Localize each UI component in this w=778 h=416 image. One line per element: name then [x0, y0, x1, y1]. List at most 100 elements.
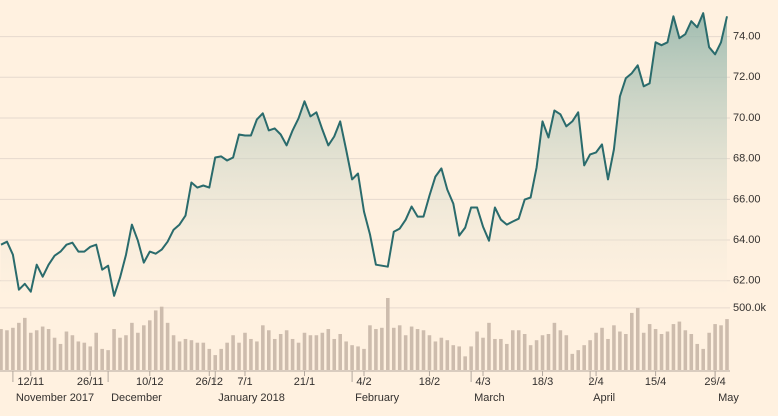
volume-bar	[177, 341, 182, 370]
volume-bar	[659, 334, 664, 370]
volume-bar	[391, 327, 396, 370]
volume-bar	[34, 330, 39, 370]
volume-bar	[635, 307, 640, 370]
price-line	[0, 12, 728, 297]
y-tick-label: 70.00	[733, 112, 761, 124]
volume-bar	[647, 324, 652, 370]
volume-bar	[76, 341, 81, 370]
volume-bar	[445, 340, 450, 370]
volume-bar	[510, 330, 515, 370]
volume-bar	[11, 327, 15, 370]
volume-bar	[695, 343, 700, 370]
volume-bar	[427, 335, 432, 370]
x-tick-label: 26/12	[196, 376, 224, 388]
volume-bar	[296, 342, 301, 370]
volume-bar	[576, 350, 581, 370]
month-label: January 2018	[218, 392, 285, 404]
volume-bar	[552, 322, 557, 370]
volume-bar	[415, 329, 420, 370]
month-label: March	[474, 392, 505, 404]
volume-bar	[600, 327, 604, 370]
volume-bar	[225, 342, 229, 370]
volume-bar	[546, 334, 551, 370]
y2-tick-label: 500.0k	[733, 302, 767, 314]
volume-bar	[487, 322, 491, 370]
area-fill	[1, 13, 727, 297]
volume-bar	[165, 322, 170, 370]
x-tick-label: 26/11	[77, 376, 104, 388]
volume-bar	[255, 341, 259, 370]
volume-bar	[17, 322, 21, 370]
volume-bar	[356, 346, 360, 370]
volume-bar	[46, 329, 51, 370]
volume-bar	[534, 340, 539, 370]
volume-bar	[219, 348, 223, 370]
x-tick-label: 10/12	[136, 376, 164, 388]
month-label: December	[111, 392, 162, 404]
volume-bar	[231, 335, 235, 370]
volume-bar	[701, 348, 705, 370]
volume-bar	[326, 329, 331, 370]
x-tick-label: 2/4	[588, 376, 603, 388]
x-tick-label: 7/1	[237, 376, 252, 388]
volume-bar	[261, 325, 265, 370]
volume-bar	[606, 338, 610, 370]
y-tick-label: 62.00	[733, 275, 761, 287]
x-tick-label: 15/4	[645, 376, 666, 388]
volume-bar	[707, 332, 711, 370]
volume-bar	[308, 335, 313, 370]
volume-bar	[457, 346, 461, 370]
volume-bar	[689, 334, 694, 370]
volume-bar	[112, 329, 116, 370]
volume-bar	[290, 338, 295, 370]
volume-bar	[278, 334, 283, 370]
x-tick-label: 12/11	[17, 376, 44, 388]
volume-bar	[213, 355, 218, 370]
volume-bar	[588, 340, 592, 370]
volume-bar	[433, 341, 438, 370]
volume-bar	[23, 317, 27, 370]
volume-bar	[88, 346, 93, 370]
volume-bar	[499, 338, 503, 370]
volume-bar	[397, 325, 402, 370]
volume-bar	[374, 329, 378, 370]
month-label: November 2017	[16, 392, 94, 404]
volume-bar	[302, 332, 307, 370]
volume-bar	[58, 343, 63, 370]
volume-bar	[136, 332, 140, 370]
volume-bar	[124, 335, 128, 370]
volume-bar	[516, 330, 521, 370]
volume-bar	[249, 338, 253, 370]
volume-bar	[52, 337, 57, 370]
volume-bar	[40, 326, 45, 370]
volume-bar	[267, 330, 271, 370]
volume-bar	[528, 345, 533, 370]
x-tick-label: 4/2	[356, 376, 371, 388]
volume-bar	[284, 330, 289, 370]
x-tick-label: 18/3	[532, 376, 553, 388]
volume-bar	[522, 334, 527, 370]
volume-bar	[70, 335, 75, 370]
y-tick-label: 64.00	[733, 234, 761, 246]
volume-bar	[338, 334, 342, 370]
volume-bar	[475, 331, 479, 370]
volume-bar	[159, 306, 164, 370]
volume-bar	[386, 298, 390, 370]
volume-bar	[409, 326, 414, 370]
volume-bar	[195, 342, 200, 370]
y-tick-label: 66.00	[733, 193, 761, 205]
volume-bar	[582, 345, 586, 370]
volume-bar	[5, 330, 9, 370]
volume-bar	[564, 335, 569, 370]
month-label: April	[593, 392, 615, 404]
volume-bar	[493, 338, 497, 370]
volume-bar	[481, 337, 485, 370]
volume-bar	[320, 332, 325, 370]
volume-bar	[147, 320, 152, 370]
volume-bar	[171, 335, 176, 370]
volume-bar	[344, 341, 348, 370]
volume-bar	[421, 330, 426, 370]
x-tick-label: 18/2	[419, 376, 440, 388]
